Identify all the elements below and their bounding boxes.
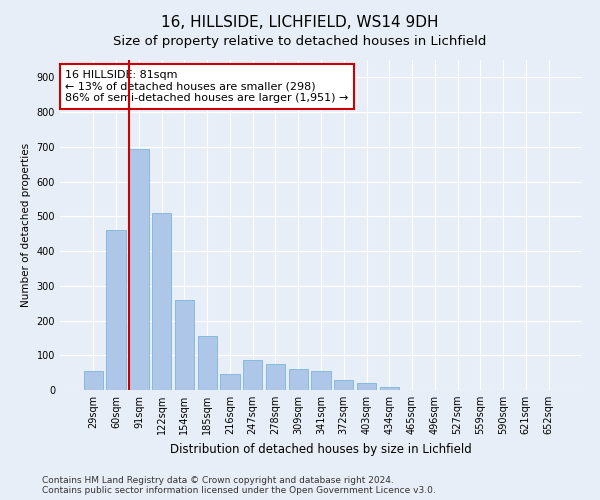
Bar [289, 369, 308, 390]
Bar [152, 213, 172, 390]
X-axis label: Distribution of detached houses by size in Lichfield: Distribution of detached houses by size … [170, 442, 472, 456]
Bar [243, 360, 262, 390]
Bar [220, 374, 239, 390]
Y-axis label: Number of detached properties: Number of detached properties [21, 143, 31, 307]
Bar [334, 380, 353, 390]
Bar [106, 230, 126, 390]
Text: Size of property relative to detached houses in Lichfield: Size of property relative to detached ho… [113, 35, 487, 48]
Bar [266, 364, 285, 390]
Text: 16 HILLSIDE: 81sqm
← 13% of detached houses are smaller (298)
86% of semi-detach: 16 HILLSIDE: 81sqm ← 13% of detached hou… [65, 70, 349, 103]
Bar [197, 336, 217, 390]
Text: Contains HM Land Registry data © Crown copyright and database right 2024.
Contai: Contains HM Land Registry data © Crown c… [42, 476, 436, 495]
Bar [311, 371, 331, 390]
Text: 16, HILLSIDE, LICHFIELD, WS14 9DH: 16, HILLSIDE, LICHFIELD, WS14 9DH [161, 15, 439, 30]
Bar [84, 371, 103, 390]
Bar [380, 386, 399, 390]
Bar [175, 300, 194, 390]
Bar [129, 148, 149, 390]
Bar [357, 383, 376, 390]
